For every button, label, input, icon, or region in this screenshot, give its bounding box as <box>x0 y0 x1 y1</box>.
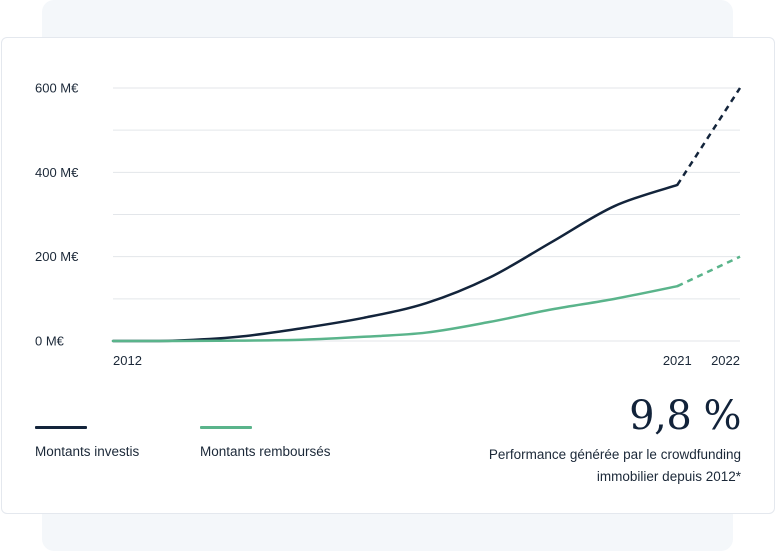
series-lines <box>111 87 742 343</box>
y-tick-label: 600 M€ <box>35 81 79 96</box>
performance-value: 9,8 % <box>629 393 741 439</box>
legend-repaid: Montants remboursés <box>200 426 331 459</box>
legend-invested: Montants investis <box>35 426 139 459</box>
legend-repaid-swatch <box>200 426 252 429</box>
performance-caption-line2: immobilier depuis 2012* <box>596 469 741 484</box>
projection-line-invested <box>676 87 742 186</box>
legend-repaid-label: Montants remboursés <box>200 444 331 459</box>
grid-lines <box>113 87 740 342</box>
legend-invested-swatch <box>35 426 87 429</box>
y-tick-label: 0 M€ <box>35 334 65 349</box>
y-tick-label: 200 M€ <box>35 249 79 264</box>
legend-invested-label: Montants investis <box>35 444 140 459</box>
series-line-invested <box>111 183 679 343</box>
x-tick-label: 2022 <box>711 353 740 368</box>
performance-caption-line1: Performance générée par le crowdfunding <box>488 447 741 462</box>
series-line-repaid <box>111 284 679 343</box>
x-tick-label: 2021 <box>663 353 692 368</box>
projection-line-repaid <box>676 255 741 288</box>
x-tick-label: 2012 <box>113 353 142 368</box>
x-axis-ticks: 2012 2021 2022 <box>113 353 740 368</box>
performance-caption: Performance générée par le crowdfunding … <box>441 444 741 488</box>
y-tick-label: 400 M€ <box>35 165 79 180</box>
chart-card <box>1 37 775 514</box>
y-axis-ticks: 600 M€ 400 M€ 200 M€ 0 M€ <box>35 81 79 349</box>
